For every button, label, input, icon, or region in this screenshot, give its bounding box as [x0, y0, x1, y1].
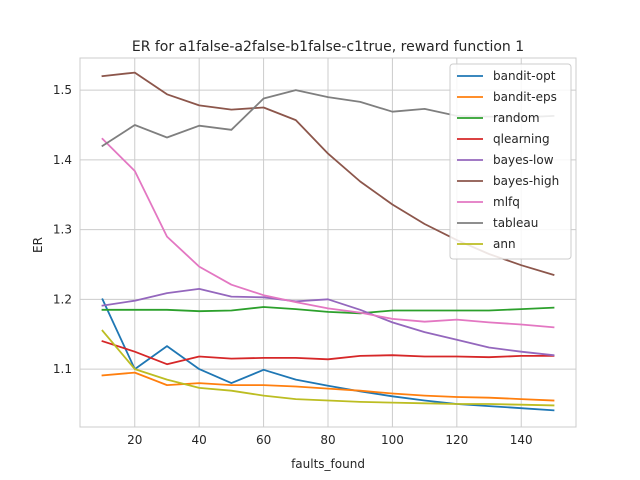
legend-label-tableau: tableau — [493, 216, 538, 230]
x-tick-label: 40 — [192, 433, 207, 447]
legend-label-bandit-opt: bandit-opt — [493, 69, 556, 83]
series-lines — [101, 71, 555, 412]
legend-label-bayes-high: bayes-high — [493, 174, 559, 188]
series-line-bayes-low — [101, 287, 555, 357]
x-tick-label: 20 — [127, 433, 142, 447]
y-tick-labels: 1.1 1.2 1.3 1.4 1.5 — [53, 83, 72, 376]
series-line-qlearning — [101, 340, 555, 366]
x-tick-label: 140 — [510, 433, 533, 447]
legend-label-bandit-eps: bandit-eps — [493, 90, 557, 104]
legend-label-random: random — [493, 111, 540, 125]
x-axis-label: faults_found — [291, 457, 365, 471]
y-tick-label: 1.5 — [53, 83, 72, 97]
legend-box — [449, 63, 572, 260]
x-tick-label: 80 — [320, 433, 335, 447]
y-tick-label: 1.2 — [53, 292, 72, 306]
legend-label-bayes-low: bayes-low — [493, 153, 554, 167]
x-tick-label: 60 — [256, 433, 271, 447]
y-tick-label: 1.1 — [53, 362, 72, 376]
chart-title: ER for a1false-a2false-b1false-c1true, r… — [132, 39, 524, 55]
legend-label-qlearning: qlearning — [493, 132, 550, 146]
y-tick-label: 1.3 — [53, 223, 72, 237]
legend-label-mlfq: mlfq — [493, 195, 520, 209]
series-line-ann — [101, 329, 555, 407]
y-axis-label: ER — [31, 237, 45, 253]
y-tick-label: 1.4 — [53, 153, 72, 167]
plot-frame — [79, 57, 577, 428]
series-line-bandit-opt — [101, 298, 555, 412]
legend: bandit-opt bandit-eps random qlearning bayes… — [449, 63, 572, 260]
legend-label-ann: ann — [493, 237, 516, 251]
x-tick-labels: 20 40 60 80 100 120 140 — [127, 433, 533, 447]
x-tick-label: 100 — [381, 433, 404, 447]
x-tick-label: 120 — [445, 433, 468, 447]
series-line-random — [101, 306, 555, 315]
series-line-mlfq — [101, 137, 555, 329]
series-line-bandit-eps — [101, 371, 555, 402]
